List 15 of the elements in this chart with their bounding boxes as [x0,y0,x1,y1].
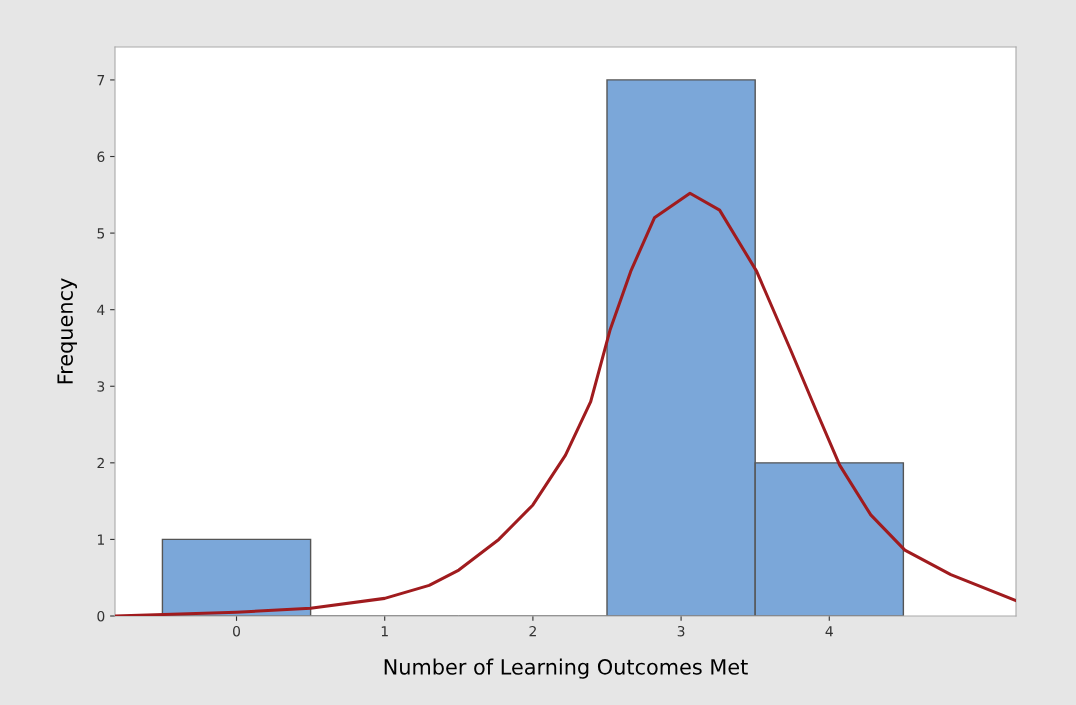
x-tick-label: 1 [381,626,388,637]
y-tick-label: 1 [97,534,104,545]
x-tick-label: 3 [677,625,685,637]
y-axis-title: Frequency [57,278,77,384]
y-tick-label: 3 [97,381,105,392]
y-tick-label: 5 [97,228,105,239]
x-tick-label: 2 [529,625,536,637]
y-tick-label: 2 [97,457,104,469]
x-axis-title: Number of Learning Outcomes Met [384,658,748,679]
x-tick-label: 4 [825,626,833,637]
y-tick-label: 6 [97,151,105,162]
y-tick-label: 0 [97,610,105,622]
y-tick-label: 7 [97,75,105,86]
x-tick-label: 0 [233,625,241,637]
y-tick-label: 4 [97,304,105,315]
